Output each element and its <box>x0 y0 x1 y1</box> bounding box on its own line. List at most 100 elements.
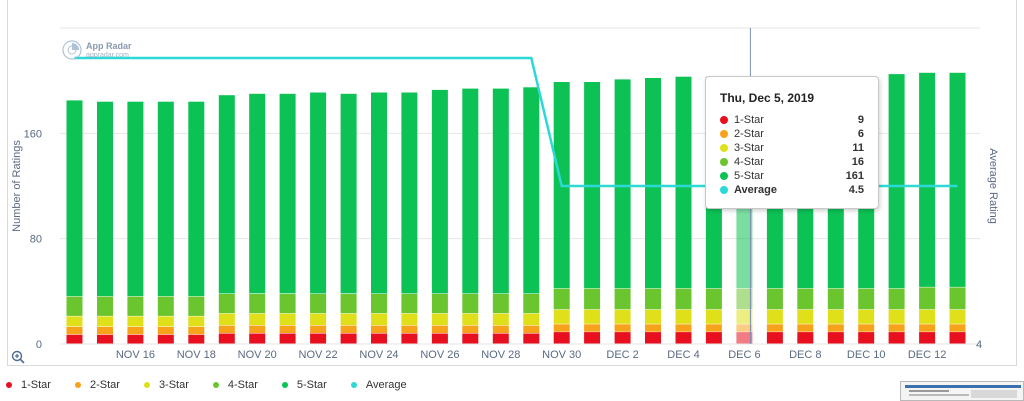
bar-4-star-7[interactable] <box>279 294 296 314</box>
bar-4-star-21[interactable] <box>705 288 722 310</box>
bar-4-star-1[interactable] <box>97 296 113 316</box>
bar-1-star-23[interactable] <box>766 332 783 344</box>
bar-4-star-0[interactable] <box>66 296 83 316</box>
bar-3-star-22[interactable] <box>736 309 753 324</box>
bar-3-star-10[interactable] <box>371 313 387 326</box>
bar-3-star-11[interactable] <box>401 313 418 326</box>
bar-3-star-13[interactable] <box>462 313 479 326</box>
bar-2-star-5[interactable] <box>218 325 235 333</box>
bar-3-star-3[interactable] <box>157 316 174 327</box>
bar-2-star-21[interactable] <box>705 324 722 332</box>
bar-5-star-12[interactable] <box>431 89 448 294</box>
bar-4-star-12[interactable] <box>431 294 448 314</box>
bar-2-star-8[interactable] <box>310 325 327 333</box>
bar-2-star-26[interactable] <box>858 324 875 332</box>
bar-4-star-25[interactable] <box>827 288 844 310</box>
bar-4-star-16[interactable] <box>553 288 570 310</box>
bar-5-star-18[interactable] <box>614 79 631 289</box>
bar-1-star-4[interactable] <box>188 334 205 344</box>
bar-1-star-28[interactable] <box>919 332 936 344</box>
legend-item-1-star[interactable]: 1-Star <box>6 379 51 391</box>
bar-5-star-15[interactable] <box>523 87 540 294</box>
bar-4-star-24[interactable] <box>797 288 814 310</box>
bar-2-star-1[interactable] <box>97 326 113 335</box>
bar-4-star-22[interactable] <box>736 288 753 310</box>
bar-3-star-27[interactable] <box>888 309 905 324</box>
bar-3-star-19[interactable] <box>645 309 661 324</box>
bar-4-star-28[interactable] <box>919 287 936 310</box>
bar-4-star-9[interactable] <box>340 294 357 314</box>
bar-1-star-6[interactable] <box>249 333 266 344</box>
bar-3-star-7[interactable] <box>279 313 296 326</box>
bar-1-star-17[interactable] <box>584 332 601 344</box>
bar-4-star-19[interactable] <box>645 288 661 310</box>
bar-5-star-8[interactable] <box>310 92 327 294</box>
bar-3-star-18[interactable] <box>614 309 631 324</box>
bar-3-star-15[interactable] <box>523 313 540 326</box>
bar-4-star-15[interactable] <box>523 294 540 314</box>
bar-3-star-12[interactable] <box>431 313 448 326</box>
bar-5-star-10[interactable] <box>371 92 387 294</box>
bar-4-star-27[interactable] <box>888 288 905 310</box>
bar-2-star-9[interactable] <box>340 325 357 333</box>
bar-4-star-5[interactable] <box>218 294 235 314</box>
bar-5-star-20[interactable] <box>675 76 692 289</box>
bar-5-star-9[interactable] <box>340 93 357 294</box>
bar-4-star-11[interactable] <box>401 294 418 314</box>
bar-2-star-10[interactable] <box>371 325 387 333</box>
bar-1-star-3[interactable] <box>157 334 174 344</box>
bar-1-star-9[interactable] <box>340 333 357 344</box>
bar-2-star-18[interactable] <box>614 324 631 332</box>
bar-1-star-26[interactable] <box>858 332 875 344</box>
bar-3-star-8[interactable] <box>310 313 327 326</box>
bar-1-star-20[interactable] <box>675 332 692 344</box>
bar-3-star-26[interactable] <box>858 309 875 324</box>
bar-5-star-11[interactable] <box>401 92 418 294</box>
bar-3-star-28[interactable] <box>919 309 936 324</box>
bar-4-star-8[interactable] <box>310 294 327 314</box>
bar-3-star-16[interactable] <box>553 309 570 324</box>
bar-2-star-16[interactable] <box>553 324 570 332</box>
bar-4-star-10[interactable] <box>371 294 387 314</box>
bar-4-star-6[interactable] <box>249 294 266 314</box>
bar-2-star-29[interactable] <box>949 324 966 332</box>
bar-4-star-20[interactable] <box>675 288 692 310</box>
bar-1-star-22[interactable] <box>736 332 753 344</box>
bar-1-star-27[interactable] <box>888 332 905 344</box>
bar-5-star-5[interactable] <box>218 95 235 294</box>
bar-1-star-24[interactable] <box>797 332 814 344</box>
bar-5-star-29[interactable] <box>949 72 966 287</box>
bar-4-star-4[interactable] <box>188 296 205 316</box>
legend-item-4-star[interactable]: 4-Star <box>212 379 258 391</box>
zoom-in-icon[interactable] <box>11 350 25 364</box>
bar-5-star-13[interactable] <box>462 88 479 294</box>
bar-3-star-29[interactable] <box>949 309 966 324</box>
bar-4-star-2[interactable] <box>127 296 144 316</box>
bar-2-star-25[interactable] <box>827 324 844 332</box>
bar-1-star-5[interactable] <box>218 333 235 344</box>
bar-5-star-19[interactable] <box>645 78 661 289</box>
bar-1-star-14[interactable] <box>492 333 509 344</box>
bar-5-star-27[interactable] <box>888 74 905 289</box>
bar-2-star-3[interactable] <box>157 326 174 335</box>
bar-3-star-4[interactable] <box>188 316 205 327</box>
bar-2-star-19[interactable] <box>645 324 661 332</box>
bar-3-star-23[interactable] <box>766 309 783 324</box>
bar-5-star-3[interactable] <box>157 101 174 297</box>
bar-1-star-29[interactable] <box>949 332 966 344</box>
legend-item-average[interactable]: Average <box>350 379 407 391</box>
bar-2-star-14[interactable] <box>492 325 509 333</box>
bar-3-star-20[interactable] <box>675 309 692 324</box>
bar-1-star-7[interactable] <box>279 333 296 344</box>
legend-item-5-star[interactable]: 5-Star <box>281 379 327 391</box>
bar-3-star-25[interactable] <box>827 309 844 324</box>
bar-2-star-15[interactable] <box>523 325 540 333</box>
bar-1-star-16[interactable] <box>553 332 570 344</box>
bar-2-star-28[interactable] <box>919 324 936 332</box>
bar-1-star-2[interactable] <box>127 334 144 344</box>
bar-2-star-7[interactable] <box>279 325 296 333</box>
bar-1-star-19[interactable] <box>645 332 661 344</box>
bar-4-star-13[interactable] <box>462 294 479 314</box>
bar-2-star-17[interactable] <box>584 324 601 332</box>
bars-layer[interactable] <box>66 28 966 344</box>
